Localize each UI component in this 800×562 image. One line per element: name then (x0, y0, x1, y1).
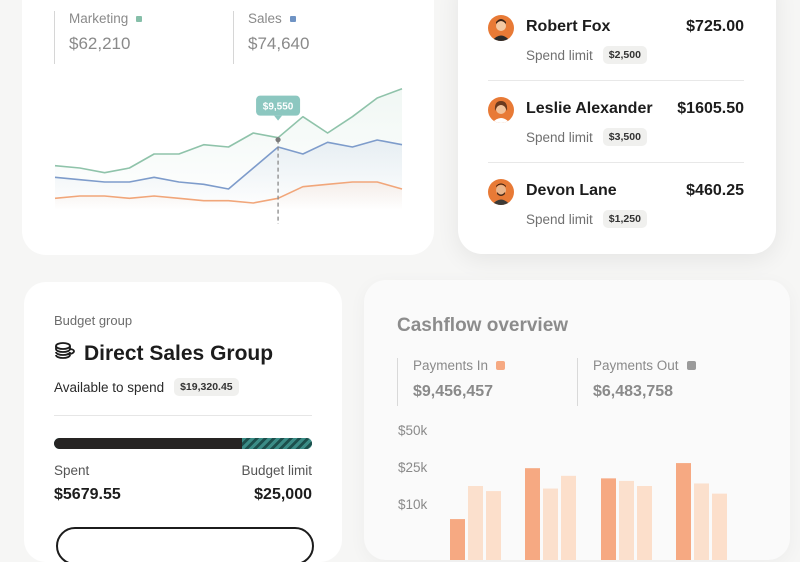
budget-group-card: Budget group Direct Sales Group Availabl… (24, 282, 342, 562)
sales-value: $74,640 (248, 34, 310, 53)
avatar (488, 97, 514, 123)
tooltip-value: $9,550 (263, 102, 294, 113)
cashflow-card: Cashflow overview Payments In $9,456,457… (364, 280, 790, 560)
divider (488, 162, 744, 163)
bar-series-1[interactable] (694, 483, 709, 560)
payments-out-metric: Payments Out $6,483,758 (577, 358, 696, 406)
cashflow-bar-chart[interactable]: $50k $25k $10k (364, 280, 790, 560)
bar-payments-in[interactable] (676, 463, 691, 560)
tooltip-box (256, 95, 301, 116)
series-line-other[interactable] (54, 181, 403, 204)
person-name: Devon Lane (526, 182, 617, 199)
bar-series-1[interactable] (619, 480, 634, 560)
sales-legend-dot (289, 15, 296, 22)
spent-fill (54, 438, 243, 449)
budget-progress-bar (54, 438, 312, 449)
available-row: Available to spend $19,320.45 (54, 378, 239, 396)
remaining-fill (242, 438, 312, 449)
sales-label: Sales (248, 11, 282, 26)
tooltip-pointer (274, 115, 283, 121)
budget-limit-label: Budget limit (241, 463, 312, 478)
budget-title: Direct Sales Group (54, 341, 273, 367)
avatar (488, 179, 514, 205)
person-row[interactable]: Leslie Alexander $1605.50 Spend limit $3… (488, 97, 744, 177)
available-label: Available to spend (54, 379, 165, 395)
spend-limit-badge: $2,500 (602, 46, 647, 64)
person-amount: $725.00 (686, 18, 744, 35)
spend-limit-label: Spend limit (526, 211, 593, 227)
marketing-metric: Marketing $62,210 (54, 11, 143, 64)
avatar (488, 15, 514, 41)
bar-series-2[interactable] (637, 486, 652, 560)
person-row[interactable]: Devon Lane $460.25 Spend limit $1,250 (488, 179, 744, 254)
payments-in-legend-dot (496, 361, 506, 370)
payments-in-label: Payments In (413, 358, 489, 373)
series-line-marketing[interactable] (54, 87, 403, 174)
available-badge: $19,320.45 (174, 378, 239, 396)
sales-line-chart[interactable]: $9,550 (22, 0, 434, 255)
coins-icon (54, 341, 76, 367)
person-row[interactable]: Robert Fox $725.00 Spend limit $2,500 (488, 15, 744, 95)
divider (54, 415, 312, 416)
spend-limit-badge: $1,250 (602, 210, 647, 228)
payments-in-metric: Payments In $9,456,457 (397, 358, 506, 406)
bar-series-1[interactable] (468, 486, 483, 560)
people-spend-card: Robert Fox $725.00 Spend limit $2,500 Le… (458, 0, 776, 254)
spend-limit-badge: $3,500 (602, 128, 647, 146)
budget-group-name: Direct Sales Group (84, 342, 274, 365)
payments-in-value: $9,456,457 (413, 383, 494, 400)
spent-label: Spent (54, 463, 90, 478)
sales-chart-card: Marketing $62,210 Sales $74,640 $9,550 (22, 0, 434, 255)
y-axis-label: $50k (398, 423, 428, 438)
person-amount: $1605.50 (677, 100, 744, 117)
spend-limit-label: Spend limit (526, 47, 593, 63)
budget-limit-value: $25,000 (254, 486, 312, 503)
payments-out-label: Payments Out (593, 358, 679, 373)
tooltip-marker (275, 137, 281, 143)
marketing-label: Marketing (69, 11, 129, 26)
series-area-other (55, 182, 402, 210)
payments-out-value: $6,483,758 (593, 383, 674, 400)
bar-series-2[interactable] (486, 491, 501, 560)
marketing-value: $62,210 (69, 34, 131, 53)
spent-value: $5679.55 (54, 486, 121, 503)
spend-limit-label: Spend limit (526, 129, 593, 145)
person-name: Leslie Alexander (526, 100, 653, 117)
bar-payments-in[interactable] (450, 519, 465, 560)
series-line-sales[interactable] (54, 139, 403, 190)
person-amount: $460.25 (686, 182, 744, 199)
payments-out-legend-dot (686, 361, 696, 370)
sales-metric: Sales $74,640 (233, 11, 309, 64)
bar-payments-in[interactable] (525, 468, 540, 560)
budget-action-button[interactable] (56, 527, 314, 562)
bar-series-2[interactable] (712, 493, 727, 560)
divider (488, 80, 744, 81)
y-axis-label: $25k (398, 460, 428, 475)
budget-group-label: Budget group (54, 313, 133, 328)
bar-payments-in[interactable] (601, 478, 616, 560)
bar-series-1[interactable] (543, 488, 558, 560)
cashflow-title: Cashflow overview (397, 315, 569, 336)
bar-series-2[interactable] (561, 475, 576, 560)
y-axis-label: $10k (398, 497, 428, 512)
person-name: Robert Fox (526, 18, 611, 35)
marketing-legend-dot (136, 15, 143, 22)
